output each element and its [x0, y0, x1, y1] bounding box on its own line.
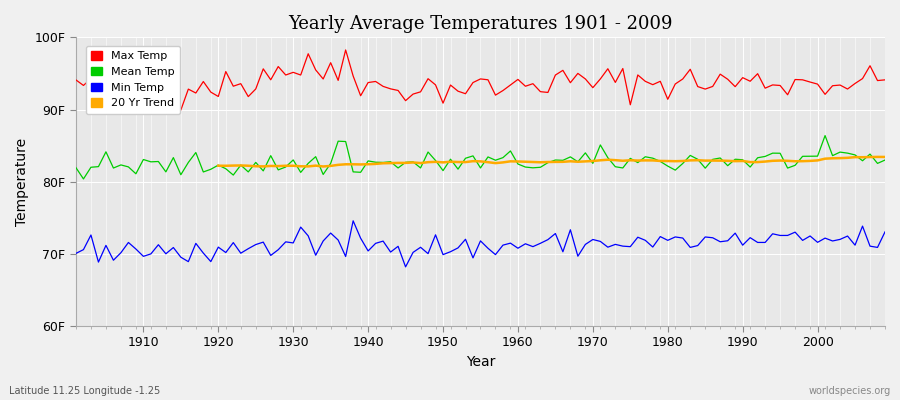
- Title: Yearly Average Temperatures 1901 - 2009: Yearly Average Temperatures 1901 - 2009: [288, 15, 672, 33]
- X-axis label: Year: Year: [466, 355, 495, 369]
- Legend: Max Temp, Mean Temp, Min Temp, 20 Yr Trend: Max Temp, Mean Temp, Min Temp, 20 Yr Tre…: [86, 46, 180, 114]
- Text: Latitude 11.25 Longitude -1.25: Latitude 11.25 Longitude -1.25: [9, 386, 160, 396]
- Text: worldspecies.org: worldspecies.org: [809, 386, 891, 396]
- Y-axis label: Temperature: Temperature: [15, 138, 29, 226]
